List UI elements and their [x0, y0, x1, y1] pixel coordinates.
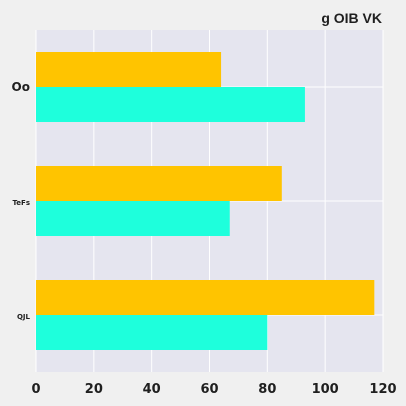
- y-tick-label: Oo: [12, 80, 30, 94]
- x-tick-label: 80: [258, 382, 276, 397]
- x-tick-label: 20: [85, 382, 103, 397]
- bar: [36, 87, 305, 122]
- bar: [36, 280, 375, 315]
- bar: [36, 166, 282, 201]
- y-tick-label: QJL: [17, 313, 31, 321]
- bar: [36, 315, 268, 350]
- x-tick-label: 0: [31, 382, 40, 397]
- x-tick-label: 100: [312, 382, 339, 397]
- bar: [36, 201, 230, 236]
- chart-title: g OIB VK: [321, 10, 382, 26]
- y-tick-label: TeFs: [12, 199, 30, 207]
- bar: [36, 52, 222, 87]
- plot-area: 0 20 40 60 80 100 120 Oo TeFs QJL: [12, 30, 397, 397]
- x-tick-label: 40: [143, 382, 161, 397]
- x-tick-label: 60: [200, 382, 218, 397]
- x-tick-label: 120: [369, 382, 396, 397]
